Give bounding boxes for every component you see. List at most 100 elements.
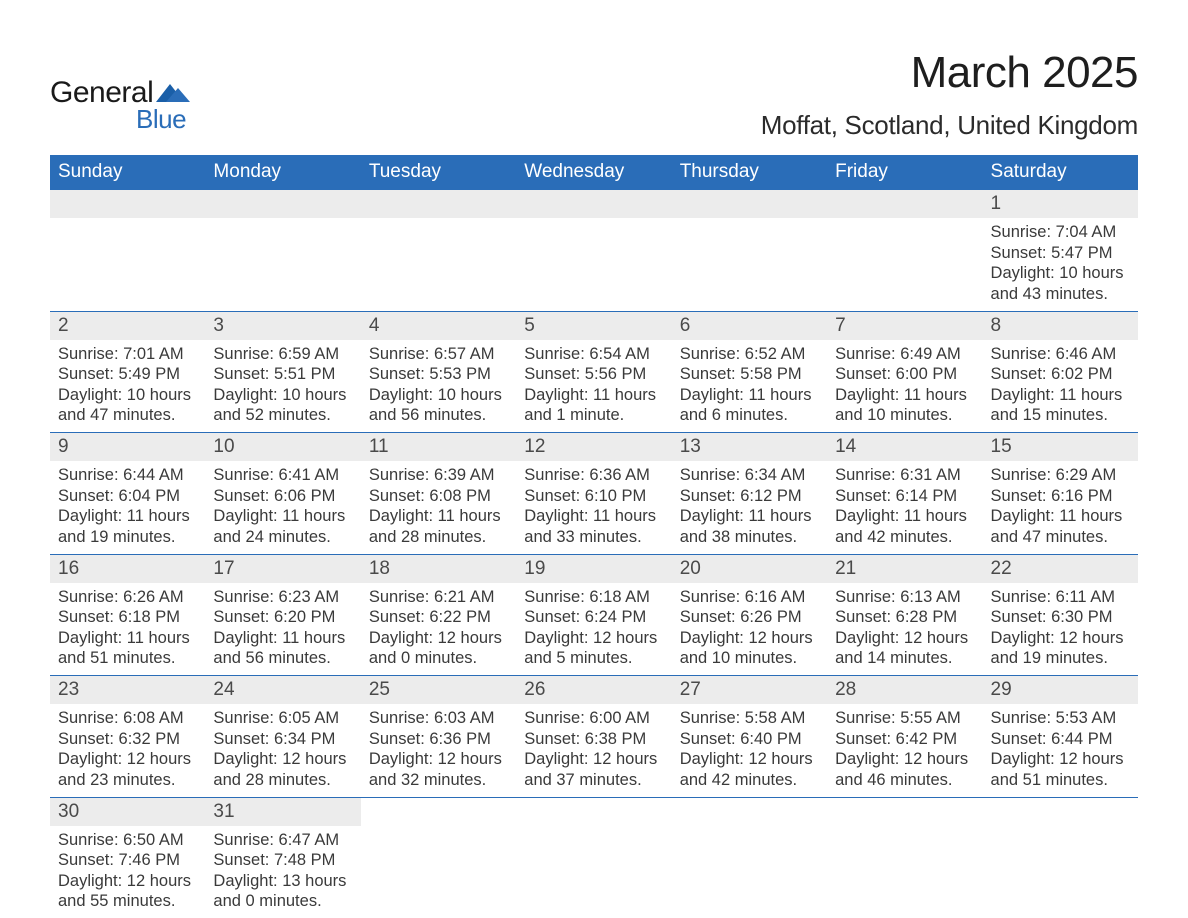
day-body: Sunrise: 6:57 AMSunset: 5:53 PMDaylight:… [361, 340, 516, 433]
daylight-line-1: Daylight: 12 hours [524, 749, 663, 770]
day-body: Sunrise: 6:23 AMSunset: 6:20 PMDaylight:… [205, 583, 360, 676]
sunset-line: Sunset: 6:28 PM [835, 607, 974, 628]
day-cell: 1Sunrise: 7:04 AMSunset: 5:47 PMDaylight… [983, 190, 1138, 311]
daylight-line-1: Daylight: 12 hours [835, 628, 974, 649]
daylight-line-1: Daylight: 12 hours [680, 628, 819, 649]
day-number-empty [516, 190, 671, 218]
day-cell: 8Sunrise: 6:46 AMSunset: 6:02 PMDaylight… [983, 312, 1138, 433]
day-number: 22 [983, 555, 1138, 583]
weekday-header: Wednesday [516, 155, 671, 190]
day-body: Sunrise: 6:41 AMSunset: 6:06 PMDaylight:… [205, 461, 360, 554]
day-body: Sunrise: 6:00 AMSunset: 6:38 PMDaylight:… [516, 704, 671, 797]
day-body: Sunrise: 6:54 AMSunset: 5:56 PMDaylight:… [516, 340, 671, 433]
day-cell: 14Sunrise: 6:31 AMSunset: 6:14 PMDayligh… [827, 433, 982, 554]
daylight-line-1: Daylight: 11 hours [213, 506, 352, 527]
day-body: Sunrise: 6:44 AMSunset: 6:04 PMDaylight:… [50, 461, 205, 554]
day-body: Sunrise: 6:50 AMSunset: 7:46 PMDaylight:… [50, 826, 205, 918]
daylight-line-1: Daylight: 10 hours [369, 385, 508, 406]
day-cell: 20Sunrise: 6:16 AMSunset: 6:26 PMDayligh… [672, 555, 827, 676]
day-cell: 7Sunrise: 6:49 AMSunset: 6:00 PMDaylight… [827, 312, 982, 433]
daylight-line-1: Daylight: 11 hours [524, 506, 663, 527]
sunset-line: Sunset: 6:32 PM [58, 729, 197, 750]
daylight-line-1: Daylight: 11 hours [680, 506, 819, 527]
day-body: Sunrise: 6:39 AMSunset: 6:08 PMDaylight:… [361, 461, 516, 554]
week-row: 9Sunrise: 6:44 AMSunset: 6:04 PMDaylight… [50, 432, 1138, 554]
day-number-empty [361, 190, 516, 218]
day-number: 19 [516, 555, 671, 583]
day-cell [827, 798, 982, 918]
sunset-line: Sunset: 6:00 PM [835, 364, 974, 385]
sunset-line: Sunset: 6:40 PM [680, 729, 819, 750]
day-cell [983, 798, 1138, 918]
daylight-line-2: and 51 minutes. [58, 648, 197, 669]
day-cell [827, 190, 982, 311]
day-cell: 13Sunrise: 6:34 AMSunset: 6:12 PMDayligh… [672, 433, 827, 554]
day-body: Sunrise: 6:49 AMSunset: 6:00 PMDaylight:… [827, 340, 982, 433]
sunrise-line: Sunrise: 6:41 AM [213, 465, 352, 486]
day-number: 27 [672, 676, 827, 704]
day-cell: 17Sunrise: 6:23 AMSunset: 6:20 PMDayligh… [205, 555, 360, 676]
day-cell: 4Sunrise: 6:57 AMSunset: 5:53 PMDaylight… [361, 312, 516, 433]
day-body: Sunrise: 6:11 AMSunset: 6:30 PMDaylight:… [983, 583, 1138, 676]
day-cell: 3Sunrise: 6:59 AMSunset: 5:51 PMDaylight… [205, 312, 360, 433]
logo-triangle-icon [156, 82, 190, 102]
weekday-header: Thursday [672, 155, 827, 190]
sunset-line: Sunset: 6:14 PM [835, 486, 974, 507]
sunrise-line: Sunrise: 6:59 AM [213, 344, 352, 365]
day-body: Sunrise: 6:59 AMSunset: 5:51 PMDaylight:… [205, 340, 360, 433]
sunset-line: Sunset: 6:24 PM [524, 607, 663, 628]
day-cell [516, 798, 671, 918]
logo-text-blue: Blue [136, 104, 190, 135]
daylight-line-1: Daylight: 12 hours [680, 749, 819, 770]
day-number: 7 [827, 312, 982, 340]
week-row: 1Sunrise: 7:04 AMSunset: 5:47 PMDaylight… [50, 190, 1138, 311]
day-cell: 6Sunrise: 6:52 AMSunset: 5:58 PMDaylight… [672, 312, 827, 433]
sunrise-line: Sunrise: 6:16 AM [680, 587, 819, 608]
daylight-line-2: and 14 minutes. [835, 648, 974, 669]
daylight-line-2: and 43 minutes. [991, 284, 1130, 305]
daylight-line-1: Daylight: 12 hours [213, 749, 352, 770]
weekday-header: Friday [827, 155, 982, 190]
day-cell: 15Sunrise: 6:29 AMSunset: 6:16 PMDayligh… [983, 433, 1138, 554]
week-row: 2Sunrise: 7:01 AMSunset: 5:49 PMDaylight… [50, 311, 1138, 433]
sunrise-line: Sunrise: 6:57 AM [369, 344, 508, 365]
sunset-line: Sunset: 5:56 PM [524, 364, 663, 385]
day-cell: 2Sunrise: 7:01 AMSunset: 5:49 PMDaylight… [50, 312, 205, 433]
sunset-line: Sunset: 6:10 PM [524, 486, 663, 507]
daylight-line-1: Daylight: 11 hours [835, 506, 974, 527]
daylight-line-2: and 0 minutes. [213, 891, 352, 912]
day-body: Sunrise: 6:05 AMSunset: 6:34 PMDaylight:… [205, 704, 360, 797]
daylight-line-2: and 37 minutes. [524, 770, 663, 791]
sunrise-line: Sunrise: 6:23 AM [213, 587, 352, 608]
header: General Blue March 2025 Moffat, Scotland… [50, 48, 1138, 141]
sunset-line: Sunset: 7:46 PM [58, 850, 197, 871]
month-title: March 2025 [761, 48, 1138, 98]
location: Moffat, Scotland, United Kingdom [761, 110, 1138, 141]
daylight-line-1: Daylight: 11 hours [213, 628, 352, 649]
day-number: 30 [50, 798, 205, 826]
day-number: 14 [827, 433, 982, 461]
daylight-line-2: and 1 minute. [524, 405, 663, 426]
sunset-line: Sunset: 6:38 PM [524, 729, 663, 750]
day-number-empty [827, 190, 982, 218]
day-number: 3 [205, 312, 360, 340]
day-body: Sunrise: 7:01 AMSunset: 5:49 PMDaylight:… [50, 340, 205, 433]
day-body: Sunrise: 6:36 AMSunset: 6:10 PMDaylight:… [516, 461, 671, 554]
daylight-line-2: and 51 minutes. [991, 770, 1130, 791]
daylight-line-1: Daylight: 11 hours [680, 385, 819, 406]
daylight-line-2: and 46 minutes. [835, 770, 974, 791]
day-body: Sunrise: 6:16 AMSunset: 6:26 PMDaylight:… [672, 583, 827, 676]
day-cell: 27Sunrise: 5:58 AMSunset: 6:40 PMDayligh… [672, 676, 827, 797]
sunset-line: Sunset: 7:48 PM [213, 850, 352, 871]
day-body: Sunrise: 6:08 AMSunset: 6:32 PMDaylight:… [50, 704, 205, 797]
day-body: Sunrise: 6:29 AMSunset: 6:16 PMDaylight:… [983, 461, 1138, 554]
sunrise-line: Sunrise: 6:54 AM [524, 344, 663, 365]
day-number: 25 [361, 676, 516, 704]
daylight-line-2: and 47 minutes. [991, 527, 1130, 548]
daylight-line-1: Daylight: 12 hours [369, 628, 508, 649]
day-number-empty [361, 798, 516, 804]
day-cell [361, 190, 516, 311]
sunrise-line: Sunrise: 5:55 AM [835, 708, 974, 729]
daylight-line-2: and 10 minutes. [680, 648, 819, 669]
day-number: 31 [205, 798, 360, 826]
